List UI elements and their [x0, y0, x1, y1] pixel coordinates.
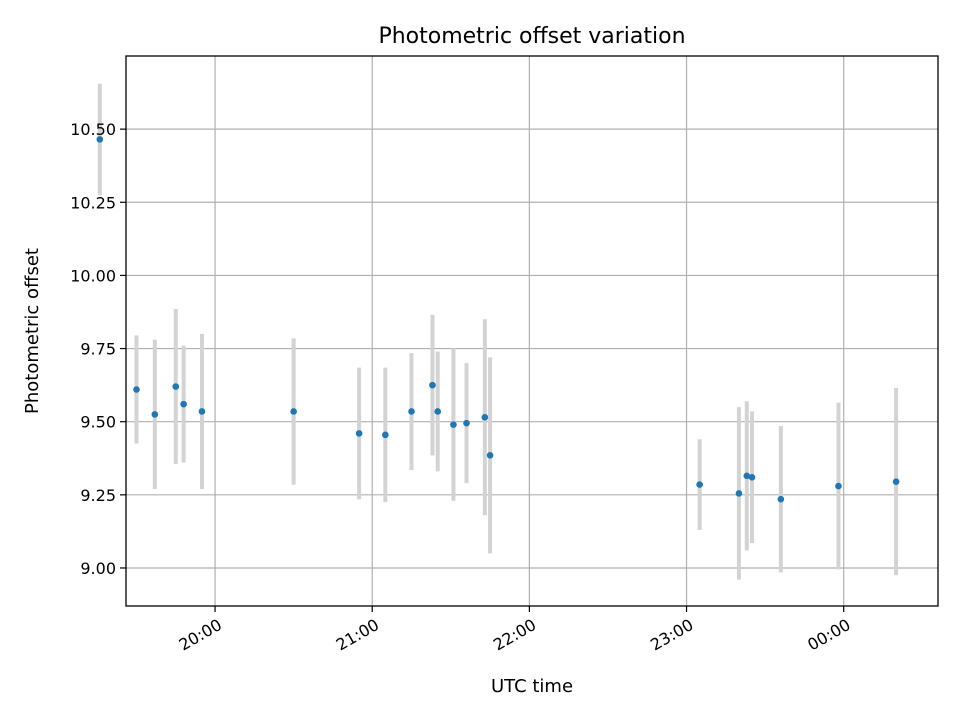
x-axis-ticks: 20:00 21:00 22:00 23:00 00:00 — [176, 606, 854, 655]
data-point — [743, 472, 751, 480]
data-point — [133, 386, 140, 393]
y-tick-label: 9.75 — [80, 340, 116, 359]
data-point — [198, 408, 206, 415]
error-bars — [97, 83, 899, 580]
y-axis-label: Photometric offset — [22, 248, 43, 414]
data-point — [434, 408, 442, 415]
x-tick-label: 23:00 — [647, 615, 696, 655]
x-axis-label: UTC time — [491, 676, 573, 697]
data-points — [96, 136, 900, 503]
x-tick-label: 21:00 — [333, 615, 382, 655]
plot-frame — [125, 55, 939, 607]
x-tick-label: 22:00 — [490, 615, 539, 655]
x-tick-label: 20:00 — [176, 615, 225, 655]
data-point — [777, 495, 785, 503]
data-point — [355, 430, 363, 437]
data-point — [290, 408, 297, 415]
y-tick-label: 9.50 — [80, 413, 116, 432]
data-point — [450, 421, 457, 428]
data-point — [735, 490, 743, 497]
data-point — [892, 478, 900, 485]
data-point — [408, 408, 415, 415]
y-tick-label: 9.00 — [80, 559, 116, 578]
y-tick-label: 9.25 — [80, 486, 116, 505]
data-point — [463, 419, 470, 427]
data-point — [696, 481, 703, 488]
data-point — [481, 414, 489, 421]
data-point — [429, 381, 436, 389]
data-point — [180, 400, 187, 408]
y-axis-ticks: 9.00 9.25 9.50 9.75 10.00 10.25 10.50 — [70, 120, 126, 578]
data-point — [151, 411, 159, 418]
data-point — [96, 136, 104, 143]
grid-lines — [126, 56, 938, 606]
data-point — [748, 473, 756, 481]
chart-title: Photometric offset variation — [378, 24, 685, 49]
data-point — [835, 482, 842, 490]
x-tick-label: 00:00 — [804, 615, 853, 655]
data-point — [486, 452, 494, 459]
y-tick-label: 10.00 — [70, 266, 116, 285]
data-point — [172, 383, 180, 390]
y-tick-label: 10.25 — [70, 193, 116, 212]
y-tick-label: 10.50 — [70, 120, 116, 139]
data-point — [382, 431, 389, 439]
